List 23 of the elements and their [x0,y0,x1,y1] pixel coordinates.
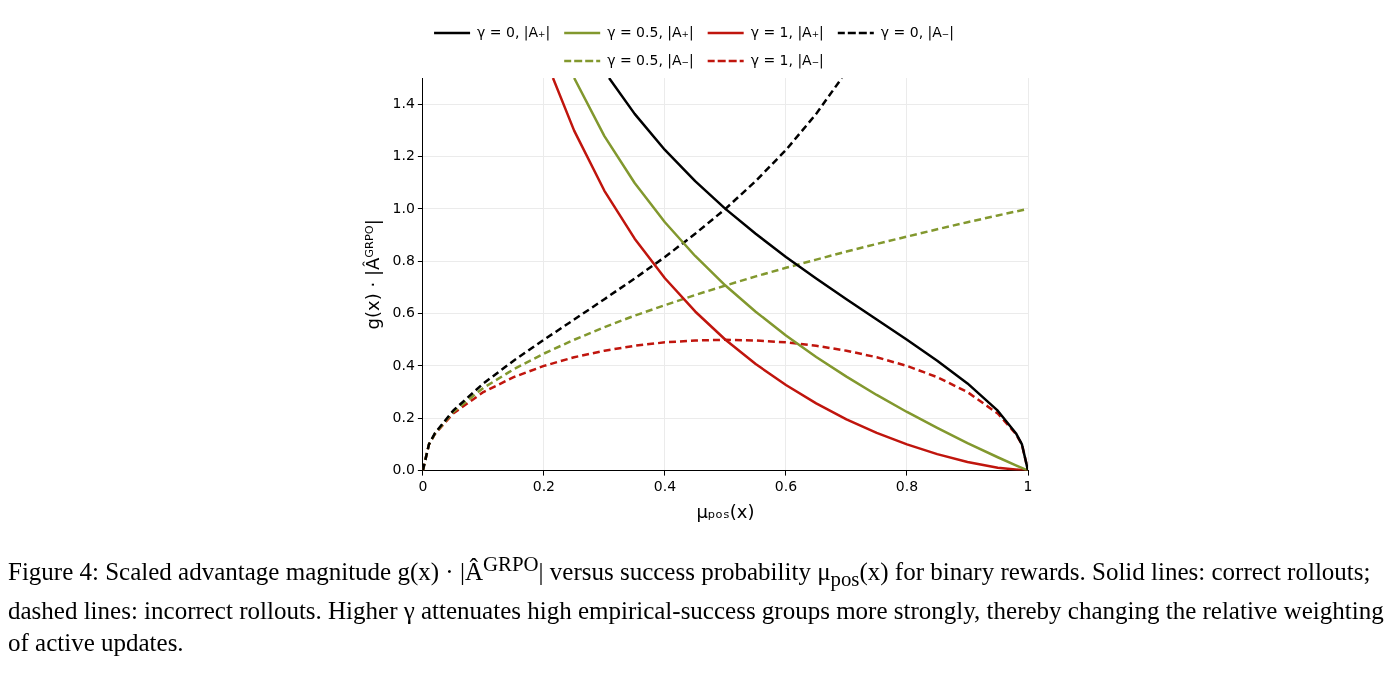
caption: Figure 4: Scaled advantage magnitude g(x) · |Â$^{GRPO}$| versus success probability μ$_{pos}$(x) for binary rewards. Solid lines: correct rollouts; dashed lines: incorrect rollouts. Higher γ attenuates high empirical-success groups more strongly, thereby changing the relative weighting of active updates. [8,551,1384,659]
y-tick-label: 0.0 [392,461,415,478]
x-tick-label: 0.2 [532,477,556,494]
x-tick-label: 0 [418,477,428,494]
y-tick-label: 0.4 [392,356,415,373]
y-tick-label: 0.2 [392,408,415,425]
legend-label: γ = 0, |A₋| [880,23,954,41]
y-tick-label: 0.8 [392,251,415,268]
y-tick-label: 1.0 [392,199,415,216]
legend-label: γ = 0.5, |A₊| [607,23,694,41]
x-tick-label: 0.6 [774,477,798,494]
legend-label: γ = 1, |A₊| [750,23,824,41]
y-axis-title: g(x) · |Âᴳᴿᴾᴼ| [362,219,384,330]
legend-label: γ = 1, |A₋| [750,51,824,69]
y-tick-label: 0.6 [392,304,415,321]
legend-label: γ = 0.5, |A₋| [607,51,694,69]
y-tick-label: 1.2 [392,147,415,164]
y-tick-label: 1.4 [392,94,415,111]
x-axis-title: μₚₒₛ(x) [696,500,755,522]
x-tick-label: 1 [1023,477,1033,494]
x-tick-label: 0.8 [895,477,919,494]
x-tick-label: 0.4 [653,477,677,494]
legend-label: γ = 0, |A₊| [477,23,551,41]
